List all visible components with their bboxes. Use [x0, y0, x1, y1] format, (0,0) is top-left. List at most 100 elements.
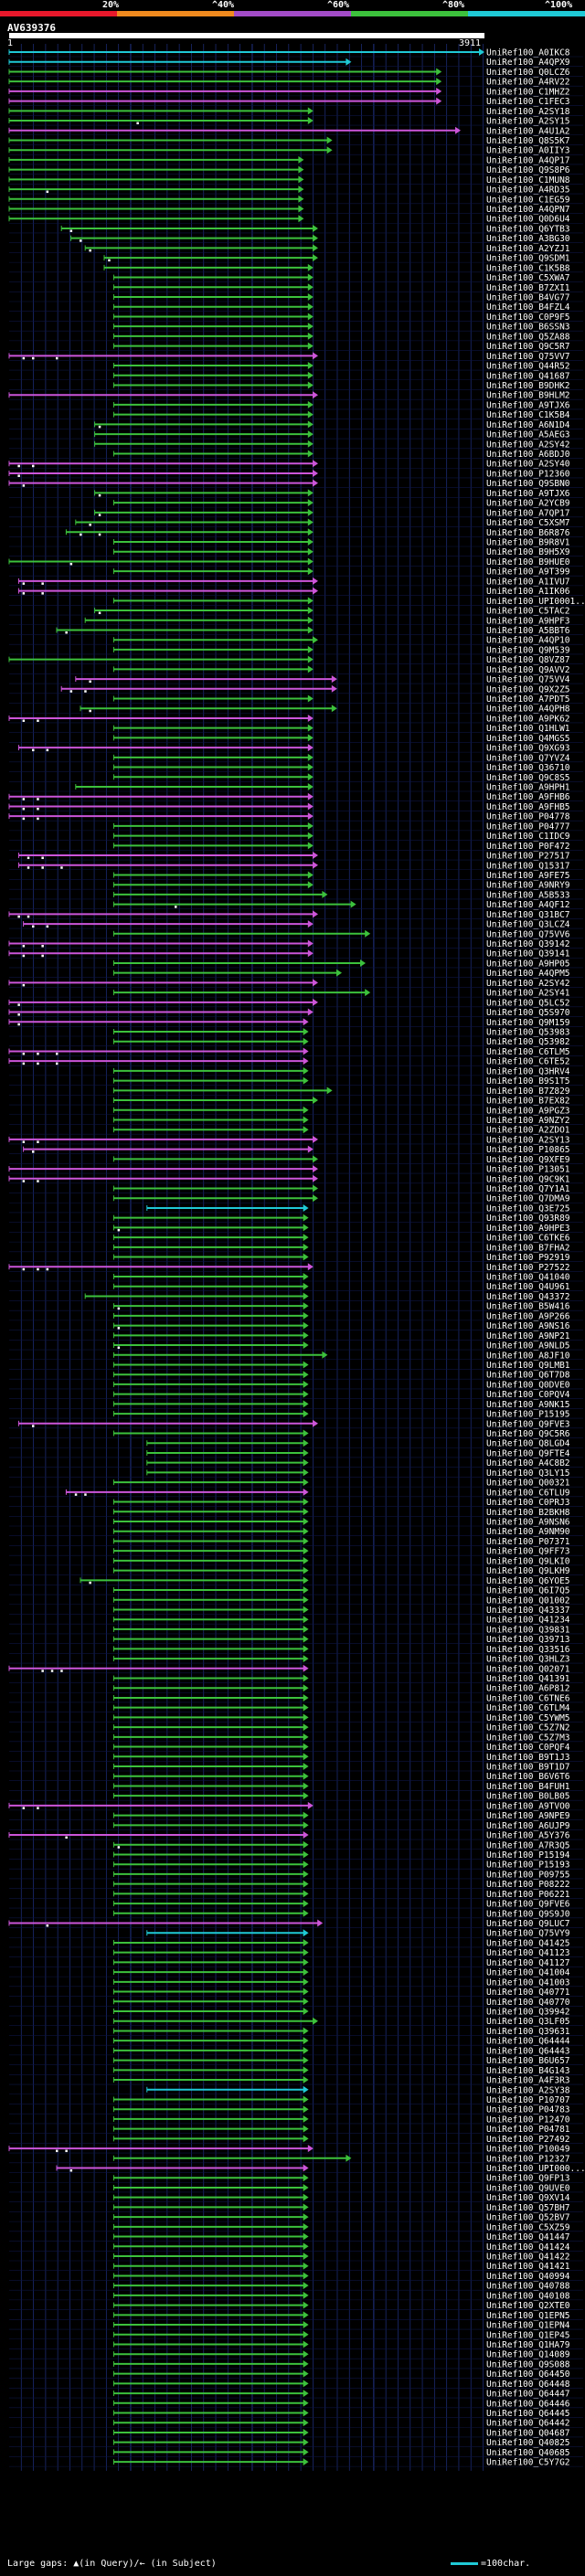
- hit-label[interactable]: UniRef100_Q9SBN0: [486, 479, 570, 489]
- hit-row[interactable]: UniRef100_A9NS16: [9, 1321, 583, 1331]
- hit-label[interactable]: UniRef100_Q39631: [486, 2027, 570, 2037]
- hit-row[interactable]: UniRef100_Q41422: [9, 2253, 583, 2263]
- hit-row[interactable]: UniRef100_A2SY38: [9, 2085, 583, 2095]
- hit-label[interactable]: UniRef100_Q9AVV2: [486, 665, 570, 675]
- hit-label[interactable]: UniRef100_Q75VV7: [486, 352, 570, 362]
- hit-label[interactable]: UniRef100_Q64446: [486, 2399, 570, 2409]
- hit-row[interactable]: UniRef100_Q36710: [9, 763, 583, 773]
- hit-row[interactable]: UniRef100_B4FUH1: [9, 1782, 583, 1792]
- hit-row[interactable]: UniRef100_Q39141: [8, 949, 583, 959]
- hit-row[interactable]: UniRef100_B9S1T5: [9, 1076, 583, 1087]
- hit-row[interactable]: UniRef100_A9TJX6: [9, 400, 583, 410]
- hit-row[interactable]: UniRef100_B9HLM2: [8, 391, 583, 401]
- hit-label[interactable]: UniRef100_Q1EPN5: [486, 2311, 570, 2321]
- hit-label[interactable]: UniRef100_Q8VZ87: [486, 655, 570, 665]
- hit-row[interactable]: UniRef100_Q9C8S5: [9, 773, 583, 783]
- hit-row[interactable]: UniRef100_Q40770: [9, 1998, 583, 2008]
- hit-row[interactable]: UniRef100_A4QPH8: [9, 705, 583, 715]
- hit-label[interactable]: UniRef100_Q40771: [486, 1988, 570, 1998]
- hit-row[interactable]: UniRef100_P04781: [9, 2125, 583, 2135]
- hit-row[interactable]: UniRef100_Q39142: [8, 939, 583, 949]
- hit-label[interactable]: UniRef100_P10865: [486, 1145, 570, 1155]
- hit-label[interactable]: UniRef100_C0PRJ3: [486, 1498, 570, 1508]
- hit-label[interactable]: UniRef100_A6BDJ0: [486, 450, 570, 460]
- hit-label[interactable]: UniRef100_Q04687: [486, 2428, 570, 2438]
- hit-label[interactable]: UniRef100_B7Z829: [486, 1087, 570, 1097]
- hit-row[interactable]: UniRef100_Q40825: [9, 2438, 583, 2448]
- hit-row[interactable]: UniRef100_B5W416: [9, 1302, 583, 1312]
- hit-row[interactable]: UniRef100_P07371: [9, 1537, 583, 1547]
- hit-label[interactable]: UniRef100_C1FEC3: [486, 97, 570, 107]
- hit-row[interactable]: UniRef100_B4VG77: [9, 293, 583, 303]
- hit-row[interactable]: UniRef100_A2SY15: [8, 117, 583, 127]
- hit-row[interactable]: UniRef100_Q40108: [9, 2291, 583, 2301]
- hit-row[interactable]: UniRef100_Q6I7Q5: [9, 1586, 583, 1596]
- hit-label[interactable]: UniRef100_Q7YVZ4: [486, 753, 570, 763]
- hit-label[interactable]: UniRef100_A2SY18: [486, 107, 570, 117]
- hit-label[interactable]: UniRef100_P04781: [486, 2125, 570, 2135]
- hit-row[interactable]: UniRef100_P27492: [9, 2135, 583, 2145]
- hit-label[interactable]: UniRef100_Q9XV14: [486, 2193, 570, 2203]
- hit-row[interactable]: UniRef100_Q9SBN0: [8, 479, 583, 489]
- hit-label[interactable]: UniRef100_B9HLM2: [486, 391, 570, 401]
- hit-label[interactable]: UniRef100_C1IDC9: [486, 832, 570, 842]
- hit-row[interactable]: UniRef100_B9HUE0: [8, 557, 583, 567]
- hit-label[interactable]: UniRef100_P10049: [486, 2145, 570, 2155]
- hit-label[interactable]: UniRef100_B6V6T6: [486, 1772, 570, 1782]
- hit-row[interactable]: UniRef100_P27517: [9, 852, 583, 862]
- hit-label[interactable]: UniRef100_C6TNE6: [486, 1693, 570, 1703]
- hit-row[interactable]: UniRef100_Q9LMB1: [9, 1361, 583, 1371]
- hit-row[interactable]: UniRef100_B0LB05: [9, 1792, 583, 1802]
- hit-row[interactable]: UniRef100_A7QP17: [9, 508, 583, 518]
- hit-label[interactable]: UniRef100_A4RD35: [486, 186, 570, 196]
- hit-row[interactable]: UniRef100_C5Z7M3: [9, 1733, 583, 1743]
- hit-label[interactable]: UniRef100_Q36710: [486, 763, 570, 773]
- hit-row[interactable]: UniRef100_Q5ZA88: [9, 332, 583, 342]
- hit-row[interactable]: UniRef100_Q53982: [9, 1037, 583, 1047]
- hit-label[interactable]: UniRef100_Q64447: [486, 2390, 570, 2400]
- hit-row[interactable]: UniRef100_Q6YTB3: [9, 224, 583, 234]
- hit-row[interactable]: UniRef100_B9T1J3: [9, 1753, 583, 1763]
- hit-row[interactable]: UniRef100_C5Y7G2: [9, 2458, 583, 2468]
- hit-row[interactable]: UniRef100_Q9C5R6: [9, 1429, 583, 1439]
- hit-row[interactable]: UniRef100_Q15317: [9, 861, 583, 871]
- hit-row[interactable]: UniRef100_A5BBT6: [9, 626, 583, 636]
- hit-row[interactable]: UniRef100_B2BKH8: [9, 1508, 583, 1518]
- hit-label[interactable]: UniRef100_A4QPM5: [486, 969, 570, 979]
- hit-label[interactable]: UniRef100_B9H5X9: [486, 547, 570, 557]
- hit-label[interactable]: UniRef100_A2SY42: [486, 440, 570, 450]
- hit-row[interactable]: UniRef100_Q9FTE4: [9, 1448, 583, 1458]
- hit-row[interactable]: UniRef100_Q40771: [9, 1988, 583, 1998]
- hit-label[interactable]: UniRef100_C6TLM5: [486, 1047, 570, 1057]
- hit-row[interactable]: UniRef100_P12470: [9, 2115, 583, 2125]
- hit-row[interactable]: UniRef100_C5TAC2: [9, 607, 583, 617]
- hit-row[interactable]: UniRef100_Q9LKI0: [9, 1556, 583, 1566]
- hit-row[interactable]: UniRef100_C1IDC9: [9, 832, 583, 842]
- hit-label[interactable]: UniRef100_Q1HA79: [486, 2340, 570, 2350]
- hit-label[interactable]: UniRef100_A9TJX6: [486, 400, 570, 410]
- hit-row[interactable]: UniRef100_Q31BC7: [8, 910, 583, 920]
- hit-row[interactable]: UniRef100_A4QPX9: [8, 58, 583, 68]
- hit-row[interactable]: UniRef100_Q75VY9: [9, 1929, 583, 1939]
- hit-row[interactable]: UniRef100_Q9LUC7: [8, 1919, 583, 1929]
- hit-row[interactable]: UniRef100_A9FE75: [9, 871, 583, 881]
- hit-label[interactable]: UniRef100_C5XZ59: [486, 2222, 570, 2232]
- hit-label[interactable]: UniRef100_A9P266: [486, 1311, 570, 1321]
- hit-row[interactable]: UniRef100_Q41424: [9, 2242, 583, 2253]
- hit-row[interactable]: UniRef100_A2ZDO1: [9, 1126, 583, 1136]
- hit-label[interactable]: UniRef100_C1EG59: [486, 195, 570, 205]
- hit-label[interactable]: UniRef100_C6TLU9: [486, 1488, 570, 1498]
- hit-row[interactable]: UniRef100_P04778: [8, 812, 583, 822]
- hit-label[interactable]: UniRef100_P0F472: [486, 842, 570, 852]
- hit-label[interactable]: UniRef100_A9FHB5: [486, 802, 570, 812]
- hit-label[interactable]: UniRef100_P04777: [486, 822, 570, 832]
- hit-label[interactable]: UniRef100_Q64443: [486, 2046, 570, 2056]
- hit-label[interactable]: UniRef100_A9PK62: [486, 714, 570, 724]
- hit-row[interactable]: UniRef100_A9NP21: [9, 1331, 583, 1341]
- hit-row[interactable]: UniRef100_Q9M539: [9, 645, 583, 655]
- hit-row[interactable]: UniRef100_C0P9F5: [9, 313, 583, 323]
- hit-label[interactable]: UniRef100_Q41123: [486, 1948, 570, 1958]
- hit-label[interactable]: UniRef100_Q40788: [486, 2282, 570, 2292]
- hit-row[interactable]: UniRef100_Q41003: [9, 1977, 583, 1988]
- hit-label[interactable]: UniRef100_A9T399: [486, 567, 570, 578]
